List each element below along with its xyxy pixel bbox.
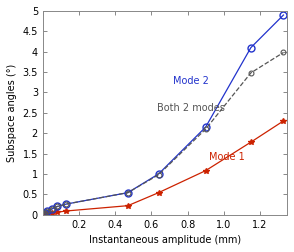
Y-axis label: Subspace angles (°): Subspace angles (°) — [7, 64, 17, 162]
Text: Both 2 modes: Both 2 modes — [157, 103, 225, 113]
X-axis label: Instantaneous amplitude (mm): Instantaneous amplitude (mm) — [89, 235, 241, 245]
Text: Mode 2: Mode 2 — [173, 76, 209, 86]
Text: Mode 1: Mode 1 — [209, 152, 245, 162]
